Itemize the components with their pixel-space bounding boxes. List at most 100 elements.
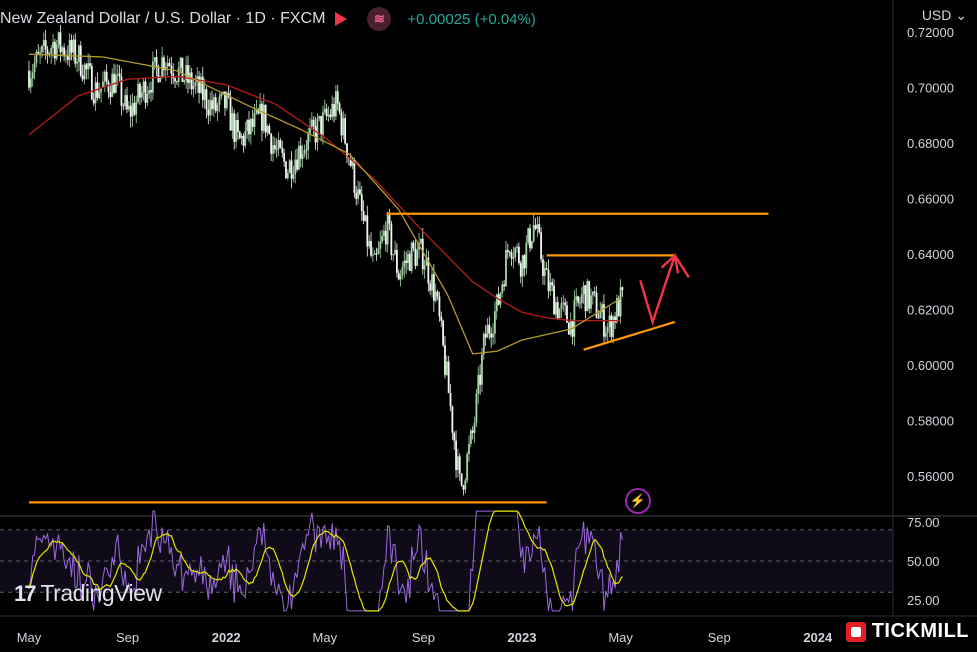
candle-body bbox=[329, 114, 332, 118]
candle-body bbox=[586, 281, 589, 312]
candle-body bbox=[124, 95, 127, 107]
candle-body bbox=[597, 317, 600, 319]
candle-body bbox=[268, 125, 271, 134]
candle-body bbox=[81, 75, 84, 80]
candle-body bbox=[475, 393, 478, 423]
candle-body bbox=[192, 86, 195, 90]
candle-body bbox=[307, 133, 310, 150]
candle-body bbox=[273, 145, 276, 150]
candle-body bbox=[205, 89, 208, 110]
candle-body bbox=[63, 47, 66, 57]
moving-average-slow-line bbox=[28, 75, 621, 322]
candle-body bbox=[545, 268, 548, 271]
candle-body bbox=[425, 257, 428, 266]
ascending-support-trendline bbox=[583, 320, 676, 351]
candle-body bbox=[567, 322, 570, 335]
candle-body bbox=[512, 257, 515, 259]
candle-body bbox=[527, 228, 530, 243]
candle-body bbox=[48, 53, 51, 55]
candle-body bbox=[290, 160, 293, 179]
candle-body bbox=[111, 73, 114, 97]
candle-body bbox=[83, 64, 86, 80]
candle-body bbox=[364, 215, 367, 221]
candle-body bbox=[303, 149, 306, 155]
candle-body bbox=[129, 105, 132, 117]
candle-body bbox=[534, 225, 537, 229]
candle-body bbox=[604, 332, 607, 337]
candle-body bbox=[222, 91, 225, 94]
candle-body bbox=[146, 94, 149, 103]
candle-body bbox=[177, 67, 180, 82]
candle-body bbox=[595, 292, 598, 318]
candle-body bbox=[558, 309, 561, 319]
candle-body bbox=[514, 248, 517, 258]
candle-body bbox=[286, 172, 289, 179]
candle-body bbox=[39, 52, 41, 54]
candle-body bbox=[120, 76, 123, 106]
candle-body bbox=[388, 215, 391, 224]
candle-body bbox=[281, 147, 284, 153]
candle-body bbox=[144, 81, 147, 103]
candle-body bbox=[166, 63, 169, 67]
candle-body bbox=[436, 291, 439, 297]
candle-body bbox=[325, 108, 328, 117]
candle-body bbox=[237, 120, 239, 132]
candle-body bbox=[375, 253, 378, 255]
candle-body bbox=[279, 140, 282, 148]
candle-body bbox=[606, 327, 609, 333]
candle-body bbox=[590, 295, 592, 309]
candle-body bbox=[344, 118, 347, 144]
candle-body bbox=[580, 294, 583, 303]
candle-body bbox=[190, 72, 193, 90]
candle-body bbox=[479, 374, 481, 385]
candle-body bbox=[148, 90, 151, 95]
candle-body bbox=[327, 114, 330, 117]
flag-icon[interactable] bbox=[335, 12, 348, 26]
candle-body bbox=[183, 80, 186, 83]
symbol-title[interactable]: New Zealand Dollar / U.S. Dollar · 1D · … bbox=[0, 10, 326, 27]
candle-body bbox=[174, 78, 176, 82]
market-status-icon[interactable]: ≋ bbox=[367, 7, 392, 31]
candle-body bbox=[139, 83, 141, 98]
candles-group bbox=[28, 24, 624, 496]
candle-body bbox=[453, 432, 456, 441]
candle-body bbox=[457, 456, 459, 470]
candle-body bbox=[127, 105, 130, 110]
candle-body bbox=[588, 281, 591, 309]
candle-body bbox=[181, 57, 184, 83]
candle-body bbox=[322, 112, 324, 136]
candle-body bbox=[532, 225, 535, 242]
currency-selector[interactable]: USD ⌄ bbox=[922, 7, 967, 24]
candle-body bbox=[187, 65, 189, 83]
candle-body bbox=[331, 104, 334, 118]
candle-body bbox=[360, 194, 363, 212]
price-tick-label: 0.66000 bbox=[907, 192, 954, 207]
candle-body bbox=[529, 228, 531, 249]
candle-body bbox=[46, 49, 49, 55]
candle-body bbox=[44, 40, 47, 50]
candle-body bbox=[212, 97, 215, 110]
candle-body bbox=[74, 39, 77, 64]
candle-body bbox=[57, 32, 60, 45]
candle-body bbox=[543, 268, 546, 276]
candle-body bbox=[579, 302, 581, 304]
rsi-tick-label: 25.00 bbox=[907, 593, 940, 608]
candle-body bbox=[619, 287, 622, 317]
currency-label: USD bbox=[921, 7, 952, 23]
candle-body bbox=[449, 393, 452, 407]
candle-body bbox=[227, 92, 230, 98]
candle-body bbox=[238, 131, 241, 139]
rsi-tick-label: 75.00 bbox=[907, 515, 940, 530]
candle-body bbox=[492, 333, 494, 338]
time-tick-label: Sep bbox=[708, 630, 731, 645]
candle-body bbox=[92, 99, 95, 104]
lightning-icon[interactable]: ⚡ bbox=[625, 488, 651, 514]
candle-body bbox=[70, 40, 73, 53]
candle-body bbox=[214, 97, 217, 112]
candle-body bbox=[396, 249, 398, 273]
rsi-line bbox=[28, 510, 623, 612]
candle-body bbox=[285, 161, 287, 179]
candle-body bbox=[255, 109, 258, 113]
candle-body bbox=[259, 103, 261, 114]
